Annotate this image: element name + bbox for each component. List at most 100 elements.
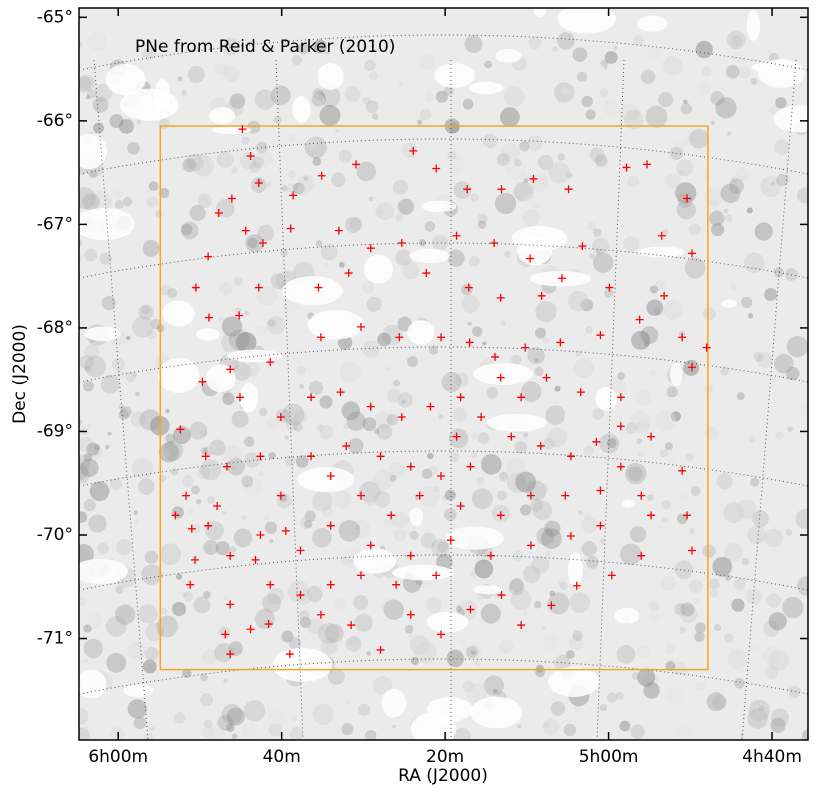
pn-marker [214,209,223,218]
sky-texture [223,63,231,71]
pn-marker [366,244,375,253]
sky-texture [79,707,89,725]
sky-texture [227,457,245,476]
sky-texture [83,638,104,659]
pn-marker [558,274,567,283]
sky-blank [468,81,504,95]
sky-blank [409,507,424,527]
sky-texture [710,589,719,598]
sky-texture [286,182,296,193]
pn-marker [517,621,526,630]
sky-texture [304,136,327,159]
sky-texture [741,557,750,566]
sky-blank [409,248,450,264]
sky-texture [464,35,483,53]
sky-texture [554,82,575,103]
sky-texture [79,74,95,91]
sky-texture [135,391,140,397]
sky-texture [688,223,701,236]
sky-texture [417,119,423,125]
pn-marker [241,226,250,235]
pn-marker [637,491,646,500]
pn-marker [286,224,295,233]
sky-texture [673,140,685,153]
sky-texture [365,729,377,740]
sky-texture [715,97,737,119]
pn-marker [314,283,323,292]
sky-texture [801,729,808,740]
sky-texture [414,641,437,664]
sky-texture [461,283,473,296]
sky-texture [754,222,773,241]
sky-texture [228,147,241,160]
sky-texture [418,239,426,247]
sky-texture [738,66,751,79]
sky-texture [649,600,661,612]
sky-texture [393,379,401,387]
sky-texture [549,590,556,597]
sky-texture [541,336,550,345]
sky-texture [578,510,583,515]
sky-texture [348,558,355,565]
pn-marker [526,254,535,263]
pn-marker [187,524,196,533]
sky-texture [797,187,808,204]
sky-texture [465,644,482,661]
sky-texture [222,392,235,406]
sky-blank [434,63,475,88]
sky-texture [690,485,701,496]
plot-frame [78,7,809,741]
sky-texture [649,285,659,294]
sky-texture [453,727,471,740]
pn-marker [683,511,692,520]
sky-texture [680,492,690,502]
pn-marker [236,393,245,402]
sky-texture [84,355,106,378]
sky-texture [746,207,753,214]
sky-texture [159,188,170,199]
sky-texture [581,95,593,108]
pn-marker [256,452,265,461]
sky-texture [796,576,808,596]
sky-texture [127,641,146,660]
sky-texture [625,422,638,435]
coord-grid [741,59,797,740]
pn-marker [616,462,625,471]
pn-marker [198,377,207,386]
sky-texture [285,269,296,280]
y-tick-label: -69° [37,421,73,441]
sky-texture [369,71,379,81]
sky-texture [118,409,129,420]
pn-marker [642,160,651,169]
sky-texture [775,97,787,109]
sky-texture [447,155,465,173]
sky-texture [353,594,369,611]
pn-marker [186,580,195,589]
sky-texture [482,341,487,346]
sky-texture [605,500,611,506]
pn-marker [376,452,385,461]
pn-marker [687,546,696,555]
pn-marker [452,231,461,240]
sky-texture [268,709,286,727]
sky-texture [281,185,288,192]
sky-blank [495,49,522,63]
sky-texture [471,451,478,458]
sky-texture [569,635,584,650]
sky-texture [252,156,264,169]
pn-marker [326,471,335,480]
sky-texture [484,60,493,69]
sky-texture [112,187,124,199]
sky-texture [284,455,296,467]
sky-texture [186,154,204,172]
sky-blank [353,548,397,574]
sky-texture [282,403,305,426]
sky-texture [486,386,499,399]
sky-texture [92,97,109,113]
sky-texture [243,436,255,447]
sky-texture [512,550,524,562]
sky-texture [522,208,541,227]
sky-texture [469,255,480,267]
sky-texture [145,622,164,642]
sky-texture [534,367,544,377]
